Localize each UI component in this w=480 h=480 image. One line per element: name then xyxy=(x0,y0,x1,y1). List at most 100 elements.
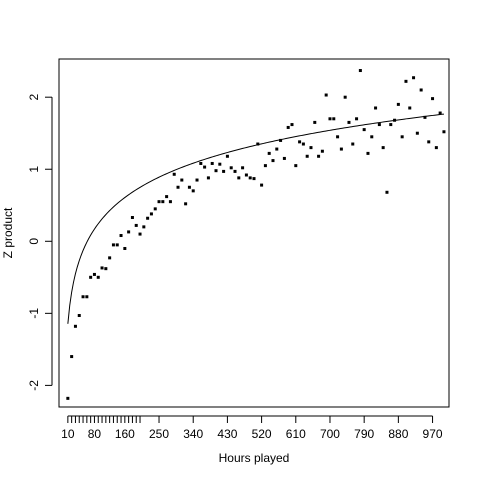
data-point xyxy=(317,154,321,158)
data-point xyxy=(96,275,100,279)
data-point xyxy=(85,295,89,299)
data-point xyxy=(343,95,347,99)
y-tick-label: -2 xyxy=(27,380,41,391)
data-point xyxy=(434,146,438,150)
data-point xyxy=(229,166,233,170)
data-point xyxy=(123,246,127,250)
data-point xyxy=(127,230,131,234)
y-axis-title: Z product xyxy=(1,207,15,258)
data-point xyxy=(146,216,150,220)
data-point xyxy=(286,125,290,129)
data-point xyxy=(442,130,446,134)
data-point xyxy=(184,202,188,206)
data-point xyxy=(415,131,419,135)
data-point xyxy=(172,172,176,176)
data-point xyxy=(328,117,332,121)
data-point xyxy=(260,183,264,187)
data-point xyxy=(381,146,385,150)
data-point xyxy=(355,117,359,121)
data-point xyxy=(301,142,305,146)
data-point xyxy=(203,165,207,169)
data-point xyxy=(358,69,362,73)
data-point xyxy=(134,223,138,227)
data-point xyxy=(199,161,203,165)
data-point xyxy=(324,93,328,97)
y-tick-label: 1 xyxy=(27,166,41,173)
data-point xyxy=(233,169,237,173)
data-point xyxy=(149,212,153,216)
data-point xyxy=(336,135,340,139)
data-point xyxy=(374,106,378,110)
data-point xyxy=(351,142,355,146)
y-tick-label: -1 xyxy=(27,308,41,319)
data-point xyxy=(111,243,115,247)
data-point xyxy=(244,173,248,177)
data-point xyxy=(191,189,195,193)
data-point xyxy=(214,169,218,173)
data-point xyxy=(294,164,298,168)
data-point xyxy=(119,234,123,238)
x-tick-label: 790 xyxy=(354,427,374,441)
plot-frame xyxy=(58,58,450,408)
x-tick-label: 880 xyxy=(388,427,408,441)
data-point xyxy=(282,156,286,160)
x-tick-label: 250 xyxy=(149,427,169,441)
data-point xyxy=(377,123,381,127)
data-point xyxy=(176,185,180,189)
data-point xyxy=(320,149,324,153)
x-tick-label: 700 xyxy=(320,427,340,441)
x-tick-label: 970 xyxy=(423,427,443,441)
x-tick-label: 520 xyxy=(252,427,272,441)
data-point xyxy=(206,176,210,180)
data-point xyxy=(237,176,241,180)
data-point xyxy=(248,176,252,180)
y-tick-label: 0 xyxy=(27,238,41,245)
y-tick-label: 2 xyxy=(27,94,41,101)
data-point xyxy=(290,123,294,127)
data-point xyxy=(77,314,81,317)
data-point xyxy=(115,243,119,247)
data-point xyxy=(339,147,343,151)
data-point xyxy=(100,266,104,270)
data-point xyxy=(81,295,85,299)
x-tick-label: 80 xyxy=(88,427,102,441)
data-point xyxy=(256,142,260,146)
data-point xyxy=(366,151,370,155)
data-point xyxy=(157,200,161,204)
data-point xyxy=(70,355,74,359)
x-tick-label: 160 xyxy=(115,427,135,441)
data-point xyxy=(73,324,77,328)
data-point xyxy=(210,161,214,165)
data-point xyxy=(161,200,165,204)
data-point xyxy=(347,120,351,124)
data-point xyxy=(142,225,146,229)
data-point xyxy=(165,195,169,199)
data-point xyxy=(305,154,309,158)
data-point xyxy=(104,267,108,271)
data-point xyxy=(400,135,404,139)
data-point xyxy=(438,111,442,115)
data-point xyxy=(218,162,222,166)
data-point xyxy=(313,120,317,124)
data-point xyxy=(431,97,435,101)
x-tick-label: 430 xyxy=(217,427,237,441)
data-point xyxy=(385,190,389,194)
fit-curve xyxy=(67,113,445,324)
data-point xyxy=(168,200,172,204)
data-point xyxy=(180,178,184,182)
x-tick-label: 610 xyxy=(286,427,306,441)
data-point xyxy=(263,164,267,168)
data-point xyxy=(92,272,96,276)
data-point xyxy=(153,207,157,211)
data-point xyxy=(138,232,142,236)
data-point xyxy=(412,76,416,80)
data-point xyxy=(389,123,393,127)
data-point xyxy=(89,275,93,279)
data-point xyxy=(408,106,412,110)
x-tick-label: 340 xyxy=(183,427,203,441)
data-point xyxy=(419,88,423,92)
x-tick-label: 10 xyxy=(61,427,75,441)
data-point xyxy=(298,140,302,144)
data-point xyxy=(396,102,400,106)
